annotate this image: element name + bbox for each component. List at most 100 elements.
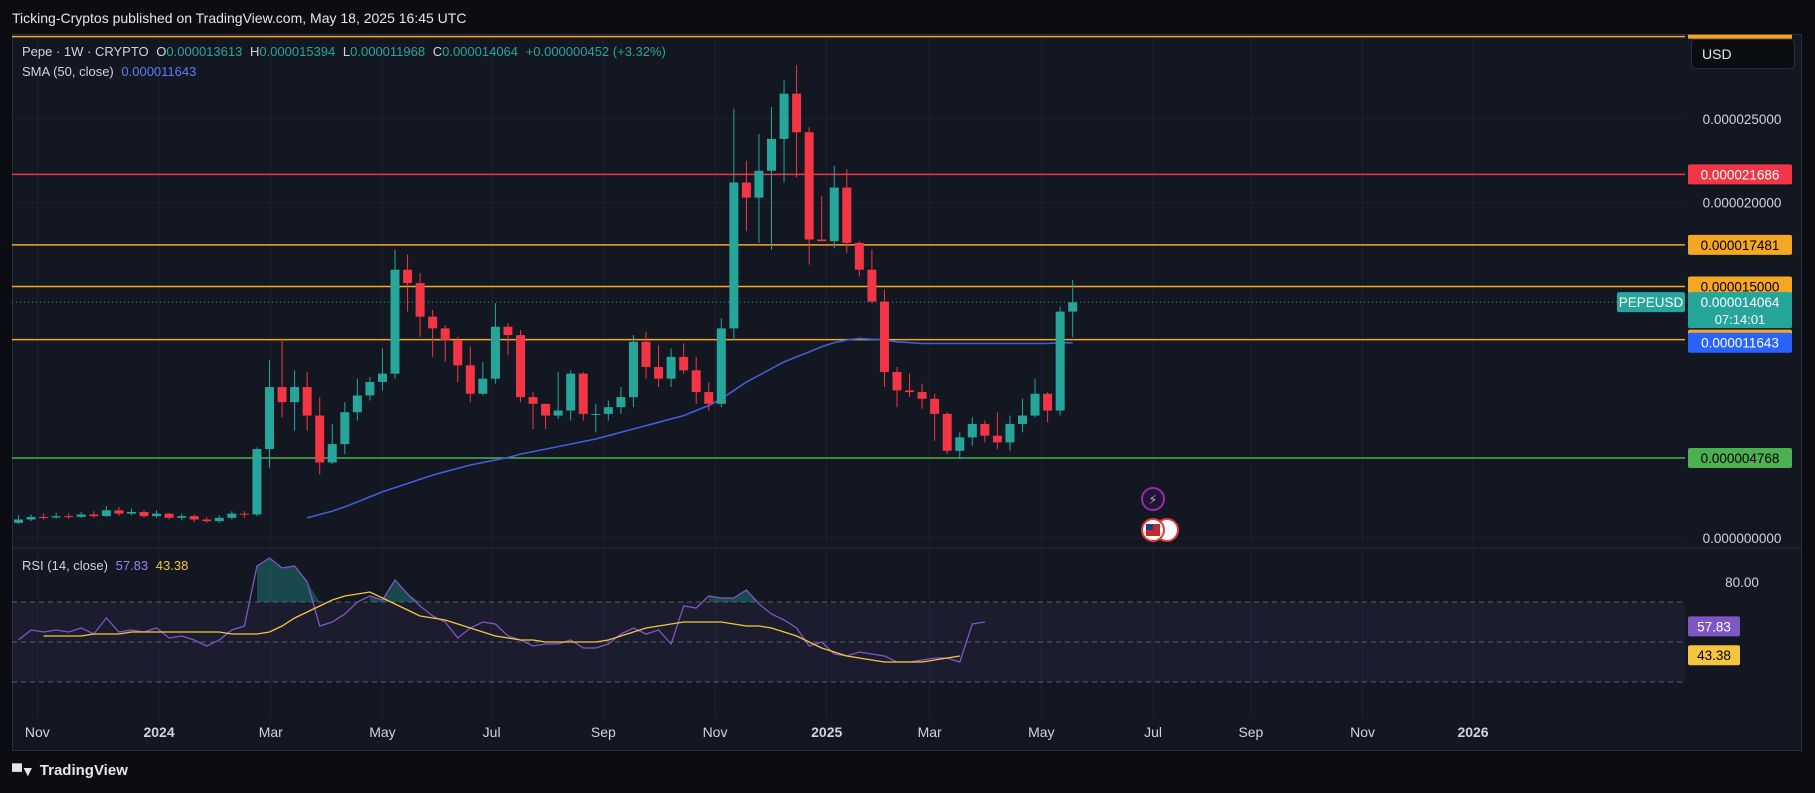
- symbol-tag-box: [1617, 292, 1685, 313]
- sma-axis-label: 0.000011643: [1701, 336, 1779, 351]
- candle-body: [64, 516, 74, 518]
- candle-body: [189, 516, 199, 520]
- candle: [955, 432, 965, 460]
- rsi-layer: [12, 557, 1685, 683]
- candle-body: [51, 516, 61, 518]
- candle-body: [930, 398, 940, 414]
- candle-body: [792, 93, 802, 133]
- candle-body: [917, 392, 927, 399]
- level-label-box: [1688, 448, 1792, 469]
- candle-body: [415, 283, 425, 317]
- candle-body: [628, 341, 638, 398]
- candle-body: [1043, 393, 1053, 411]
- candle-body: [679, 356, 689, 371]
- rsi-value-label: 43.38: [1697, 648, 1731, 663]
- candle: [440, 325, 450, 362]
- close-value: 0.000014064: [442, 44, 519, 59]
- candle-body: [290, 387, 300, 403]
- candle: [503, 323, 513, 356]
- candle-body: [164, 513, 174, 518]
- candle: [126, 508, 136, 516]
- candle: [352, 378, 362, 421]
- candle-body: [377, 373, 387, 383]
- candle: [1030, 378, 1040, 418]
- time-tick-label: Nov: [1350, 724, 1375, 740]
- symbol-label[interactable]: Pepe · 1W · CRYPTO: [22, 44, 149, 59]
- close-label: C: [432, 44, 443, 59]
- candle-body: [177, 516, 187, 518]
- candle: [214, 515, 224, 523]
- rsi-tick-label: 80.00: [1725, 575, 1759, 590]
- candle: [1043, 392, 1053, 423]
- candle: [792, 65, 802, 178]
- grid-layer: [12, 35, 1802, 718]
- candle: [227, 511, 237, 520]
- candle-body: [666, 356, 676, 379]
- candle: [89, 511, 99, 518]
- candle-body: [879, 301, 889, 372]
- candles-layer: [14, 65, 1078, 524]
- candle: [428, 309, 438, 357]
- candle-body: [428, 316, 438, 329]
- candle: [51, 512, 61, 519]
- candle: [691, 356, 701, 404]
- candle: [892, 366, 902, 408]
- candle: [842, 169, 852, 253]
- candle-body: [741, 182, 751, 198]
- candle-body: [603, 407, 613, 414]
- level-label: 0.000004768: [1701, 451, 1780, 466]
- candle-body: [641, 341, 651, 367]
- candle: [679, 343, 689, 374]
- candle: [854, 241, 864, 277]
- candle: [403, 254, 413, 312]
- candle: [26, 514, 36, 522]
- candle: [930, 393, 940, 441]
- candle: [14, 515, 23, 524]
- candle-body: [139, 511, 149, 517]
- candle: [202, 516, 212, 523]
- candle-body: [14, 519, 23, 523]
- price-tick-label: 0.000025000: [1703, 112, 1782, 127]
- candle: [315, 397, 325, 475]
- candle-body: [465, 365, 475, 394]
- candle-body: [829, 187, 839, 242]
- candle-body: [478, 378, 488, 394]
- candle: [516, 330, 525, 403]
- flag-icon: [1146, 524, 1153, 530]
- candle-body: [729, 182, 739, 329]
- candle-body: [39, 516, 49, 518]
- sma-legend[interactable]: SMA (50, close) 0.000011643: [22, 64, 200, 79]
- candle: [327, 423, 337, 465]
- candle-body: [779, 93, 789, 139]
- candle-body: [905, 390, 915, 393]
- level-label: 0.000017481: [1701, 238, 1780, 253]
- candle: [377, 348, 387, 391]
- candle-body: [1068, 302, 1078, 312]
- rsi-line: [18, 557, 986, 663]
- symbol-tag: PEPEUSD: [1619, 295, 1684, 310]
- candle-body: [767, 138, 776, 171]
- currency-select[interactable]: USD: [1691, 39, 1795, 69]
- rsi-label: RSI (14, close): [22, 558, 108, 573]
- candle-body: [691, 370, 701, 393]
- sma-label-box: [1688, 332, 1792, 353]
- time-tick-label: 2025: [811, 724, 842, 740]
- candle-body: [716, 328, 726, 404]
- candle-body: [516, 335, 525, 398]
- price-tick-label: 0.000000000: [1703, 531, 1782, 546]
- sma-value: 0.000011643: [121, 64, 197, 79]
- candle-body: [842, 187, 852, 243]
- candle-body: [955, 437, 965, 451]
- candle: [654, 345, 664, 388]
- price-tick-label: 0.000020000: [1703, 196, 1782, 211]
- low-label: L: [342, 44, 351, 59]
- candle-body: [804, 132, 814, 240]
- tradingview-logo[interactable]: ▀▼ TradingView: [12, 762, 128, 779]
- candle: [239, 511, 249, 518]
- candle: [566, 370, 576, 421]
- high-value: 0.000015394: [259, 44, 336, 59]
- rsi-legend[interactable]: RSI (14, close) 57.83 43.38: [22, 558, 192, 573]
- candle: [265, 360, 274, 468]
- level-label-box: [1688, 276, 1792, 297]
